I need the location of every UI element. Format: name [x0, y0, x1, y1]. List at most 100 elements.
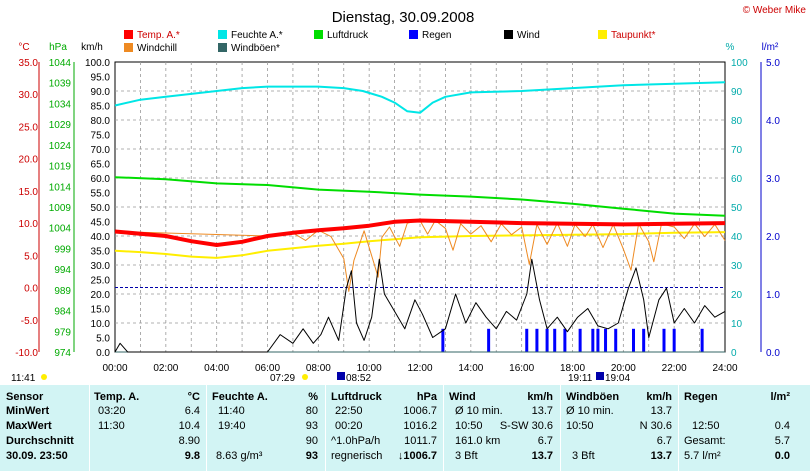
rain-bar	[441, 328, 445, 352]
row-label-min: MinWert	[6, 405, 50, 417]
pressure-tick-label: 999	[54, 244, 71, 255]
rain-bar	[672, 328, 676, 352]
series-line-wind	[114, 258, 726, 353]
hum-unit: %	[308, 391, 318, 403]
column-divider	[678, 385, 679, 471]
hum-header: Feuchte A.	[212, 391, 268, 403]
temp-min-time: 03:20	[98, 405, 126, 417]
x-tick-label: 02:00	[153, 363, 178, 374]
wind-max-value: S-SW 30.6	[499, 420, 553, 432]
rain-bar	[662, 328, 666, 352]
pressure-tick-label: 1014	[49, 182, 72, 193]
press-max-value: 1016.2	[403, 420, 437, 432]
wind-tick-label: 25.0	[91, 276, 111, 287]
wind-tick-label: 80.0	[91, 116, 111, 127]
wind-tick-label: 15.0	[91, 305, 111, 316]
wind-tick-label: 50.0	[91, 203, 111, 214]
credit-label: © Weber Mike	[743, 5, 807, 16]
legend-swatch-4	[504, 30, 513, 39]
rain-tick-label: 3.0	[766, 174, 780, 185]
x-tick-label: 10:00	[357, 363, 382, 374]
legend-swatch-2	[314, 30, 323, 39]
wind-bft: 3 Bft	[455, 450, 478, 462]
gust-current-value: 13.7	[650, 450, 672, 462]
hum-avg-value: 90	[305, 435, 318, 447]
gust-max-time: 10:50	[566, 420, 594, 432]
row-label-avg: Durchschnitt	[6, 435, 74, 447]
humidity-tick-label: 50	[731, 203, 743, 214]
moonrise-icon	[337, 372, 345, 380]
pressure-tick-label: 1039	[49, 79, 72, 90]
sunset-label: 19:11	[568, 373, 593, 384]
rain-tick-label: 0.0	[766, 348, 780, 359]
gust-row0-value: 13.7	[650, 405, 672, 417]
wind-tick-label: 20.0	[91, 290, 111, 301]
hum-max-value: 93	[305, 420, 318, 432]
hum-min-time: 11:40	[218, 405, 245, 417]
temp-max-value: 10.4	[178, 420, 200, 432]
temp-current-value: 9.8	[184, 450, 200, 462]
sun-moon-markers: 11:41 07:29 08:52 19:11 19:04	[11, 372, 630, 384]
pressure-tick-label: 974	[54, 348, 71, 359]
temp-unit: °C	[187, 391, 200, 403]
wind-tick-label: 0.0	[96, 348, 110, 359]
press-current-value: ↓1006.7	[397, 450, 437, 462]
rain-bar	[700, 328, 704, 352]
press-forecast: regnerisch	[331, 450, 383, 462]
wind-header: Wind	[449, 391, 476, 403]
x-tick-label: 06:00	[255, 363, 280, 374]
rain-bar	[487, 328, 491, 352]
rain-tick-label: 1.0	[766, 290, 780, 301]
x-tick-label: 20:00	[611, 363, 636, 374]
humidity-tick-label: 90	[731, 87, 743, 98]
series-line-taupunkt	[114, 231, 726, 259]
pressure-tick-label: 979	[54, 327, 71, 338]
temp-avg-value: 8.90	[178, 435, 200, 447]
rain-bar	[578, 328, 582, 352]
wind-tick-label: 5.0	[96, 334, 110, 345]
wind-tick-label: 100.0	[85, 58, 110, 69]
rain-tick-label: 2.0	[766, 232, 780, 243]
wind-tick-label: 85.0	[91, 102, 111, 113]
series-line-feuchtea	[114, 81, 726, 114]
wind-tick-label: 45.0	[91, 218, 111, 229]
y-axes: 35.0 30.0 25.0 20.0 15.0 10.0 5.0 0.0 -5.0 -10.0 1…	[15, 58, 780, 359]
hum-current-value: 93	[305, 450, 318, 462]
legend-label-4: Wind	[517, 30, 540, 41]
legend-swatch-1	[218, 30, 227, 39]
rain-bar	[563, 328, 567, 352]
legend-label-0: Temp. A.*	[137, 30, 180, 41]
wind-tick-label: 55.0	[91, 189, 111, 200]
x-tick-label: 24:00	[712, 363, 737, 374]
data-series	[114, 81, 726, 353]
wind-tick-label: 70.0	[91, 145, 111, 156]
wind-tick-label: 35.0	[91, 247, 111, 258]
legend-label-5: Taupunkt*	[611, 30, 656, 41]
pressure-tick-label: 1044	[49, 58, 72, 69]
rain-column: Regen l/m² 12:50 0.4 Gesamt: 5.7 5.7 l/m² 0.…	[684, 385, 790, 471]
legend-swatch-6	[124, 43, 133, 52]
pressure-tick-label: 989	[54, 286, 71, 297]
pressure-tick-label: 1024	[49, 141, 72, 152]
column-divider	[89, 385, 90, 471]
x-axis: 00:00 02:00 04:00 06:00 08:00 10:00 12:00 14:00…	[102, 363, 737, 374]
temp-min-value: 6.4	[184, 405, 200, 417]
humidity-tick-label: 10	[731, 319, 743, 330]
rain-bar	[591, 328, 595, 352]
humidity-axis-header: %	[726, 42, 735, 53]
sunrise-label: 07:29	[270, 373, 295, 384]
pressure-tick-label: 1029	[49, 120, 72, 131]
wind-avg-value: 6.7	[537, 435, 553, 447]
statistics-table: Sensor MinWert MaxWert Durchschnitt 30.0…	[0, 385, 810, 471]
legend-swatch-3	[409, 30, 418, 39]
rain-bar	[525, 328, 529, 352]
humidity-tick-label: 0	[731, 348, 737, 359]
pressure-tick-label: 984	[54, 307, 71, 318]
sensor-header: Sensor	[6, 391, 44, 403]
pressure-tick-label: 1009	[49, 203, 72, 214]
weather-chart: Dienstag, 30.09.2008 © Weber Mike Temp. …	[11, 5, 807, 384]
wind-tick-label: 95.0	[91, 73, 111, 84]
legend-label-6: Windchill	[137, 43, 177, 54]
wind-tick-label: 65.0	[91, 160, 111, 171]
